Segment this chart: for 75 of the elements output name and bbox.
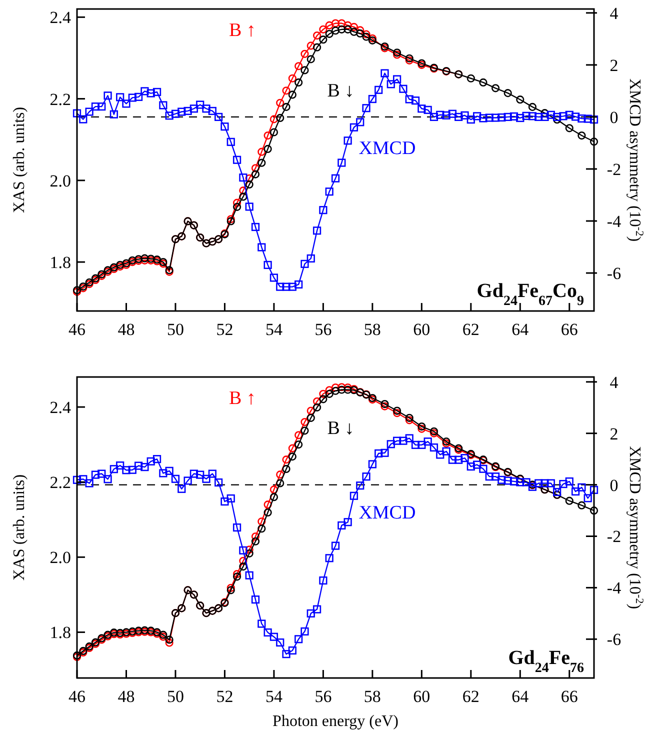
annotation: Gd$_{24}$Fe$_{67}$Co$_{9}$ <box>476 280 584 308</box>
point <box>294 62 303 70</box>
point <box>319 25 328 34</box>
point <box>300 50 309 58</box>
y2-tick-label: 2 <box>610 424 618 444</box>
point <box>331 19 340 28</box>
y2-tick-label: -4 <box>606 578 622 598</box>
x-tick-label: 48 <box>118 687 135 706</box>
point <box>232 198 242 207</box>
x-tick-label: 46 <box>68 687 86 706</box>
point <box>258 148 266 156</box>
x-tick-label: 46 <box>68 320 86 339</box>
y2-tick-label: -6 <box>606 264 622 284</box>
point <box>276 98 284 107</box>
point <box>356 26 364 34</box>
x-tick-label: 62 <box>462 320 480 339</box>
point <box>312 31 322 40</box>
y2-tick-label: -6 <box>606 630 622 650</box>
x-tick-label: 60 <box>413 687 430 706</box>
y2-tick-label: -2 <box>606 160 622 179</box>
y-tick-label: 2.2 <box>50 473 71 492</box>
point <box>338 19 346 28</box>
y2-tick-label: 0 <box>610 476 618 495</box>
x-tick-label: 58 <box>364 687 381 706</box>
point <box>264 131 272 140</box>
x-tick-label: 52 <box>216 320 234 339</box>
x-tick-label: 62 <box>462 687 480 706</box>
point <box>288 74 296 82</box>
y-tick-label: 2.0 <box>50 548 71 568</box>
x-tick-label: 50 <box>166 320 184 339</box>
series-label: XMCD <box>358 138 416 159</box>
x-tick-label: 64 <box>512 320 530 339</box>
x-axis-title: Photon energy (eV) <box>272 713 398 730</box>
series-label: XMCD <box>358 502 416 524</box>
y2-tick-label: 2 <box>610 56 618 75</box>
x-tick-label: 54 <box>265 687 283 706</box>
y2-tick-label: 4 <box>610 4 619 23</box>
y-tick-label: 1.8 <box>50 253 71 272</box>
annotation: Gd$_{24}$Fe$_{76}$ <box>508 647 584 676</box>
x-tick-label: 56 <box>314 320 332 339</box>
point <box>282 86 290 95</box>
x-tick-label: 54 <box>265 320 283 339</box>
y-tick-label: 2.2 <box>50 90 71 109</box>
series-label: B ↓ <box>327 80 354 102</box>
point <box>344 21 352 30</box>
point <box>270 115 278 124</box>
x-tick-label: 60 <box>413 320 430 339</box>
y-tick-label: 2.4 <box>50 8 72 28</box>
point <box>350 22 358 32</box>
point <box>239 186 248 195</box>
x-tick-label: 66 <box>560 320 578 339</box>
x-tick-label: 64 <box>512 687 530 706</box>
point <box>325 21 334 30</box>
x-tick-label: 48 <box>118 320 135 339</box>
x-tick-label: 58 <box>364 320 381 339</box>
point <box>251 164 260 172</box>
y-tick-label: 2.0 <box>50 171 71 190</box>
x-tick-label: 50 <box>166 687 184 706</box>
y2-tick-label: -2 <box>606 527 622 546</box>
x-tick-label: 66 <box>560 687 578 706</box>
y-tick-label: 2.4 <box>50 398 72 418</box>
y2-tick-label: 4 <box>610 372 619 392</box>
y2-tick-label: -4 <box>606 212 622 231</box>
series-label: B ↓ <box>327 418 354 440</box>
text: B ↑ <box>228 20 256 42</box>
x-tick-label: 56 <box>314 687 332 706</box>
y-tick-label: 1.8 <box>50 623 71 642</box>
x-tick-label: 52 <box>216 687 234 706</box>
text: B ↑ <box>228 388 256 410</box>
y2-tick-label: 0 <box>610 108 618 127</box>
point <box>245 174 254 182</box>
point <box>306 42 315 50</box>
y-axis-title: XAS (arb. units) <box>11 474 28 581</box>
point <box>362 30 370 38</box>
y-axis-title: XAS (arb. units) <box>11 106 28 214</box>
